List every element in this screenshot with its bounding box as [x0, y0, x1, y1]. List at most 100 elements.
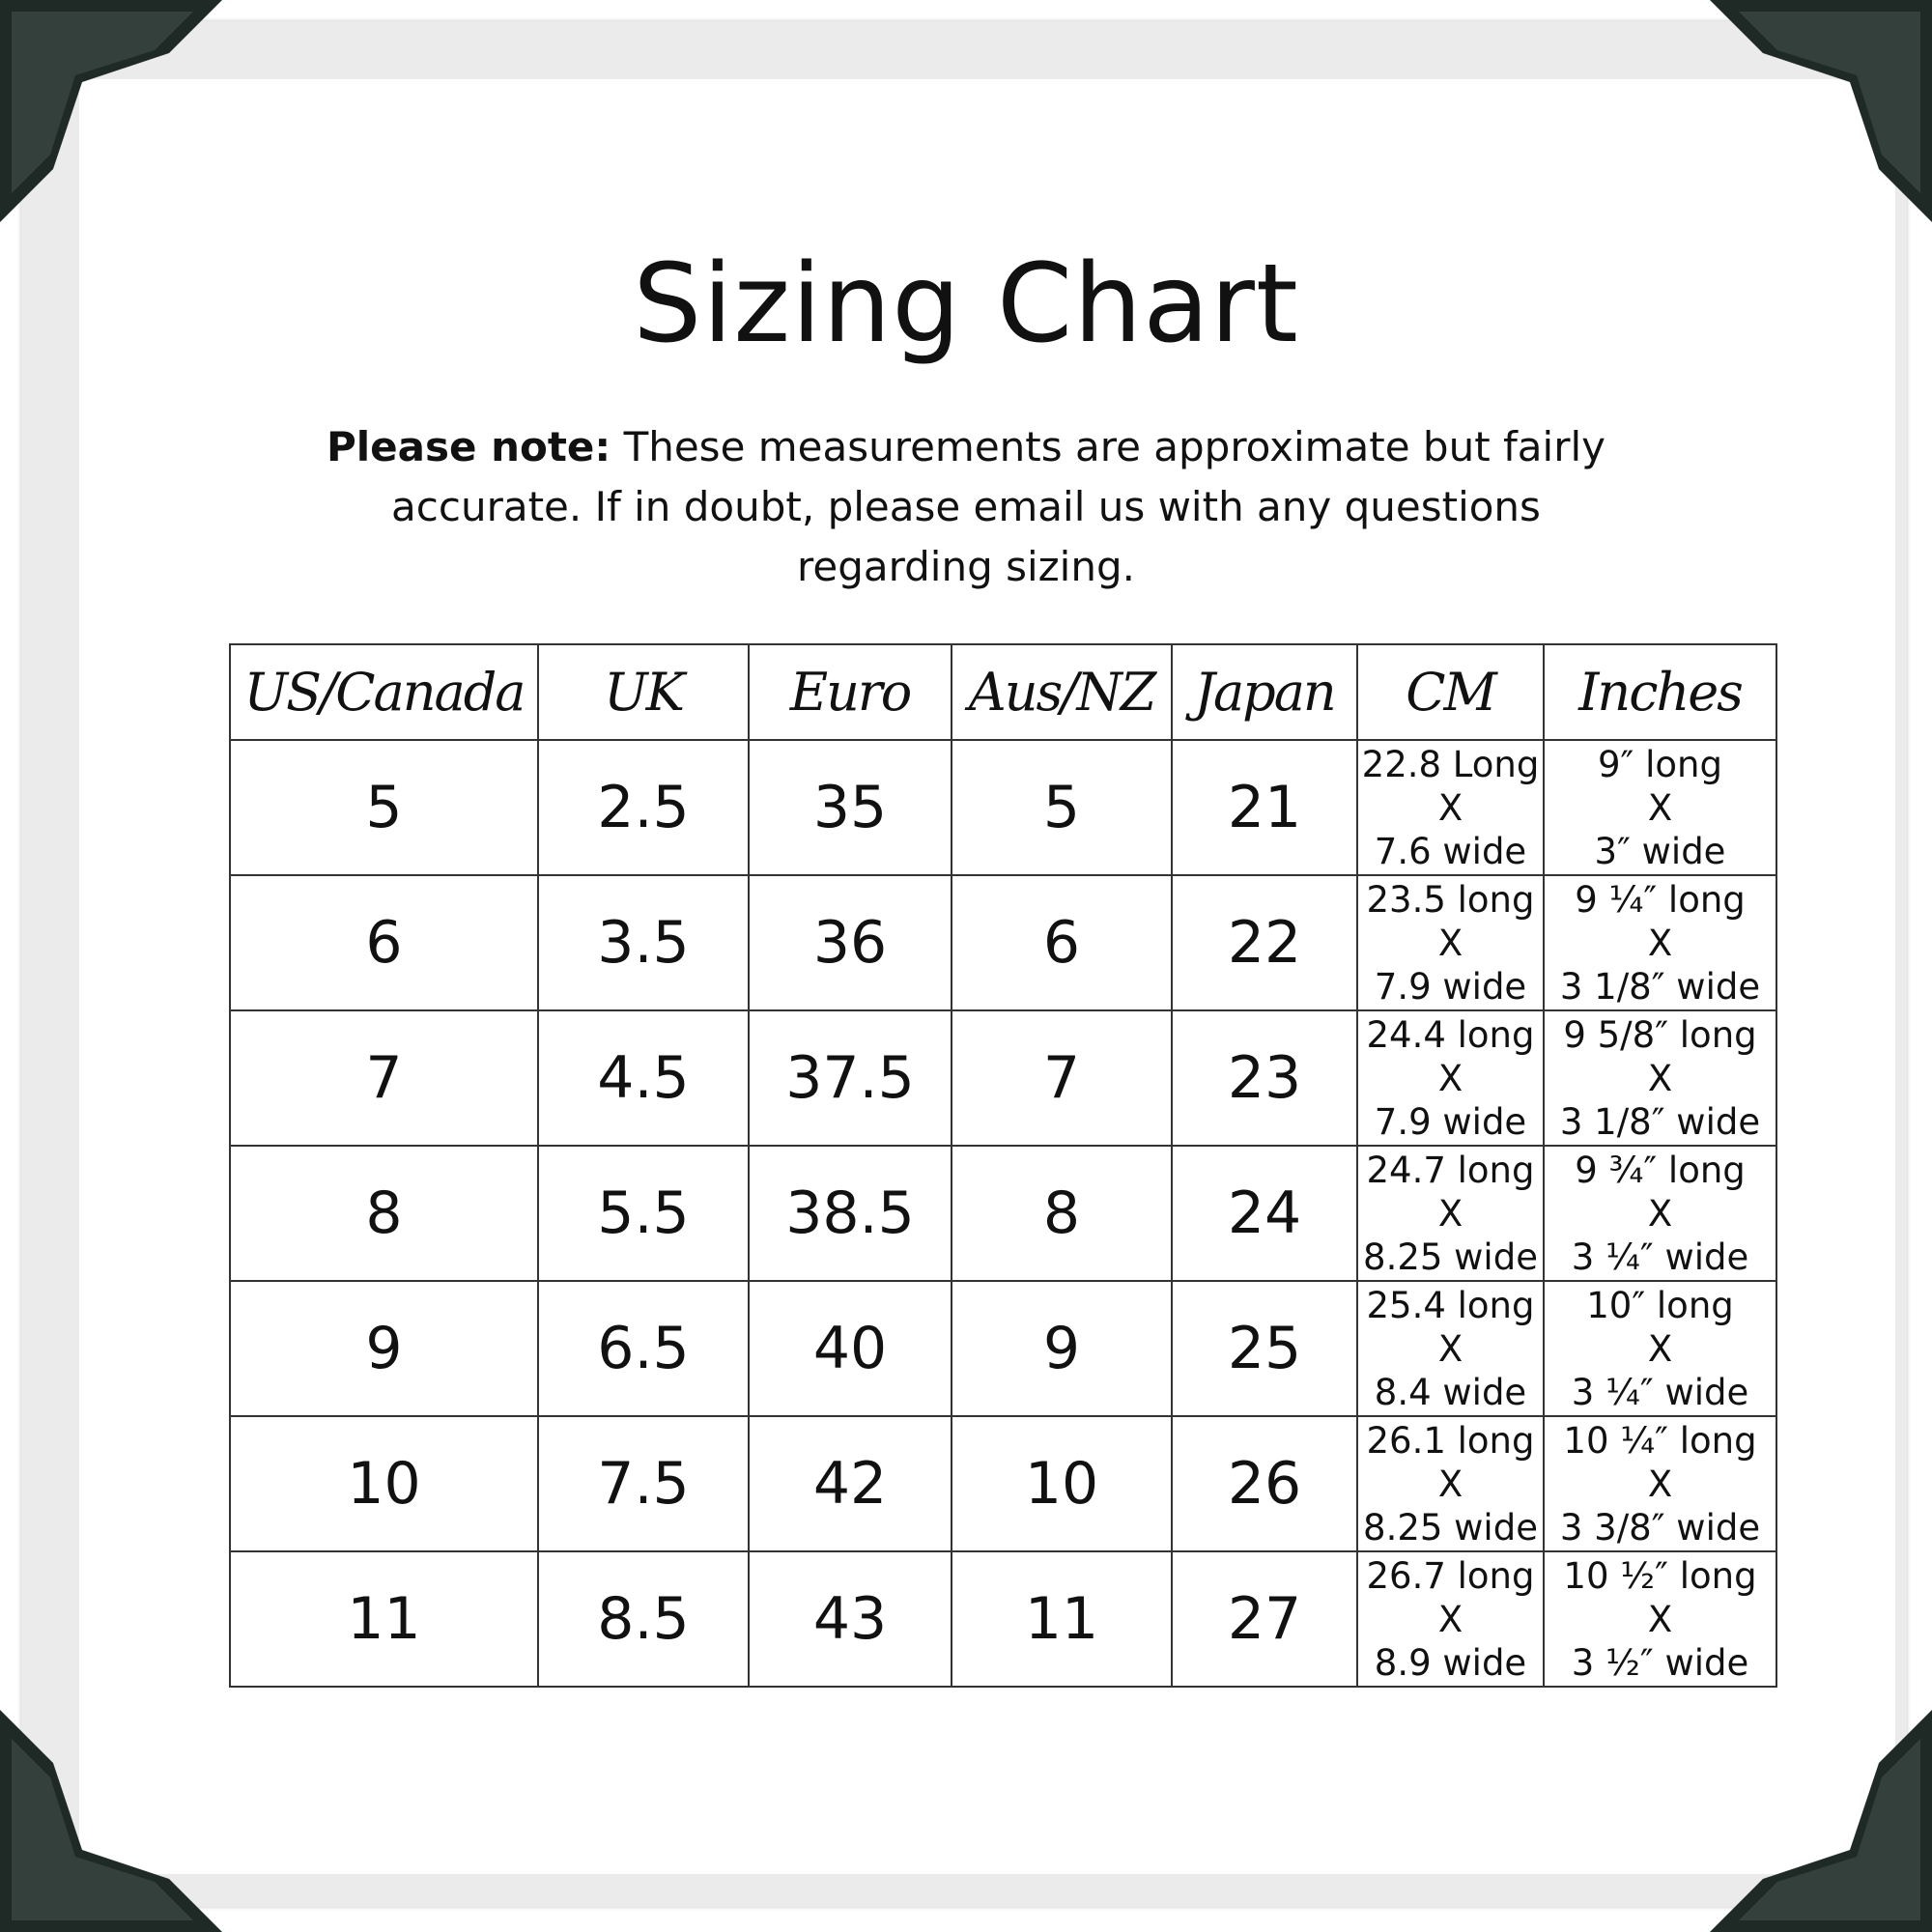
measure-line: 9 5/8″ long	[1563, 1013, 1757, 1056]
header-row: US/Canada UK Euro Aus/NZ Japan CM Inches	[229, 643, 1777, 741]
measure-line: 8.9 wide	[1374, 1641, 1527, 1684]
cell-cm: 26.1 long X 8.25 wide	[1356, 1415, 1545, 1552]
cell-euro: 36	[748, 874, 952, 1011]
cell-us: 7	[229, 1009, 539, 1147]
measure-line: X	[1437, 1057, 1463, 1099]
column-header: US/Canada	[229, 643, 539, 741]
measure-line: 3 1/8″ wide	[1559, 965, 1761, 1008]
cell-euro: 37.5	[748, 1009, 952, 1147]
cell-us: 10	[229, 1415, 539, 1552]
measure-line: 8.25 wide	[1363, 1236, 1538, 1278]
measure-line: X	[1647, 1327, 1673, 1370]
cell-euro: 35	[748, 739, 952, 876]
cell-uk: 2.5	[537, 739, 750, 876]
photo-corner-icon	[0, 1710, 222, 1932]
measure-line: X	[1437, 1463, 1463, 1505]
measure-line: 22.8 Long	[1361, 743, 1540, 785]
measure-line: 3 ¼″ wide	[1571, 1236, 1749, 1278]
measure-line: X	[1437, 1598, 1463, 1640]
cell-in: 9 ¾″ long X 3 ¼″ wide	[1543, 1145, 1777, 1282]
measure-line: 10 ¼″ long	[1563, 1419, 1757, 1462]
cell-euro: 42	[748, 1415, 952, 1552]
cell-aus: 10	[951, 1415, 1173, 1552]
cell-uk: 3.5	[537, 874, 750, 1011]
measure-line: 7.9 wide	[1374, 1100, 1527, 1143]
cell-japan: 27	[1171, 1550, 1358, 1688]
cell-us: 9	[229, 1280, 539, 1417]
cell-aus: 5	[951, 739, 1173, 876]
measure-line: 3 1/8″ wide	[1559, 1100, 1761, 1143]
measure-line: 9″ long	[1598, 743, 1722, 785]
measure-line: 3 3/8″ wide	[1559, 1506, 1761, 1548]
photo-corner-icon	[0, 0, 222, 222]
cell-us: 8	[229, 1145, 539, 1282]
measure-line: 7.6 wide	[1374, 830, 1527, 872]
measure-line: 10″ long	[1586, 1284, 1734, 1326]
column-header: Euro	[748, 643, 952, 741]
cell-in: 10″ long X 3 ¼″ wide	[1543, 1280, 1777, 1417]
cell-japan: 24	[1171, 1145, 1358, 1282]
cell-cm: 25.4 long X 8.4 wide	[1356, 1280, 1545, 1417]
table-row: 11 8.5 43 11 27 26.7 long X 8.9 wide 10 ½″ long X…	[229, 1550, 1777, 1688]
measure-line: 7.9 wide	[1374, 965, 1527, 1008]
measure-line: 10 ½″ long	[1563, 1554, 1757, 1597]
cell-in: 9 5/8″ long X 3 1/8″ wide	[1543, 1009, 1777, 1147]
cell-japan: 26	[1171, 1415, 1358, 1552]
cell-japan: 25	[1171, 1280, 1358, 1417]
cell-cm: 26.7 long X 8.9 wide	[1356, 1550, 1545, 1688]
measure-line: X	[1647, 1463, 1673, 1505]
measure-line: X	[1437, 1327, 1463, 1370]
cell-cm: 22.8 Long X 7.6 wide	[1356, 739, 1545, 876]
measure-line: 25.4 long	[1366, 1284, 1535, 1326]
table-row: 9 6.5 40 9 25 25.4 long X 8.4 wide 10″ long X 3 ¼″…	[229, 1280, 1777, 1417]
measure-line: X	[1647, 1057, 1673, 1099]
column-header: Japan	[1171, 643, 1358, 741]
cell-uk: 7.5	[537, 1415, 750, 1552]
measure-line: X	[1647, 922, 1673, 964]
cell-in: 9″ long X 3″ wide	[1543, 739, 1777, 876]
measure-line: X	[1647, 786, 1673, 829]
photo-corner-icon	[1710, 0, 1932, 222]
cell-euro: 43	[748, 1550, 952, 1688]
cell-japan: 21	[1171, 739, 1358, 876]
measure-line: 24.7 long	[1366, 1149, 1535, 1191]
measure-line: X	[1437, 922, 1463, 964]
cell-uk: 4.5	[537, 1009, 750, 1147]
measure-line: 8.25 wide	[1363, 1506, 1538, 1548]
measure-line: X	[1647, 1192, 1673, 1235]
column-header: CM	[1356, 643, 1545, 741]
measure-line: 26.1 long	[1366, 1419, 1535, 1462]
measure-line: 9 ¼″ long	[1575, 878, 1746, 921]
note-text: These measurements are approximate but f…	[391, 423, 1605, 590]
cell-aus: 11	[951, 1550, 1173, 1688]
measure-line: 3″ wide	[1594, 830, 1726, 872]
cell-euro: 40	[748, 1280, 952, 1417]
measure-line: 8.4 wide	[1374, 1371, 1527, 1413]
cell-in: 9 ¼″ long X 3 1/8″ wide	[1543, 874, 1777, 1011]
cell-uk: 6.5	[537, 1280, 750, 1417]
column-header: Aus/NZ	[951, 643, 1173, 741]
sizing-table: US/Canada UK Euro Aus/NZ Japan CM Inches 5 2.5 3…	[229, 643, 1777, 1688]
column-header: Inches	[1543, 643, 1777, 741]
measure-line: 3 ¼″ wide	[1571, 1371, 1749, 1413]
cell-aus: 6	[951, 874, 1173, 1011]
cell-aus: 8	[951, 1145, 1173, 1282]
cell-uk: 8.5	[537, 1550, 750, 1688]
cell-us: 11	[229, 1550, 539, 1688]
table-row: 10 7.5 42 10 26 26.1 long X 8.25 wide 10 ¼″ long…	[229, 1415, 1777, 1552]
cell-euro: 38.5	[748, 1145, 952, 1282]
cell-uk: 5.5	[537, 1145, 750, 1282]
cell-cm: 24.7 long X 8.25 wide	[1356, 1145, 1545, 1282]
measure-line: X	[1437, 1192, 1463, 1235]
page-title: Sizing Chart	[633, 242, 1299, 367]
photo-corner-icon	[1710, 1710, 1932, 1932]
measure-line: X	[1647, 1598, 1673, 1640]
cell-us: 6	[229, 874, 539, 1011]
cell-in: 10 ½″ long X 3 ½″ wide	[1543, 1550, 1777, 1688]
table-row: 7 4.5 37.5 7 23 24.4 long X 7.9 wide 9 5/8″ long…	[229, 1009, 1777, 1147]
measure-line: 3 ½″ wide	[1571, 1641, 1749, 1684]
measure-line: X	[1437, 786, 1463, 829]
measure-line: 9 ¾″ long	[1575, 1149, 1746, 1191]
cell-cm: 23.5 long X 7.9 wide	[1356, 874, 1545, 1011]
cell-aus: 7	[951, 1009, 1173, 1147]
